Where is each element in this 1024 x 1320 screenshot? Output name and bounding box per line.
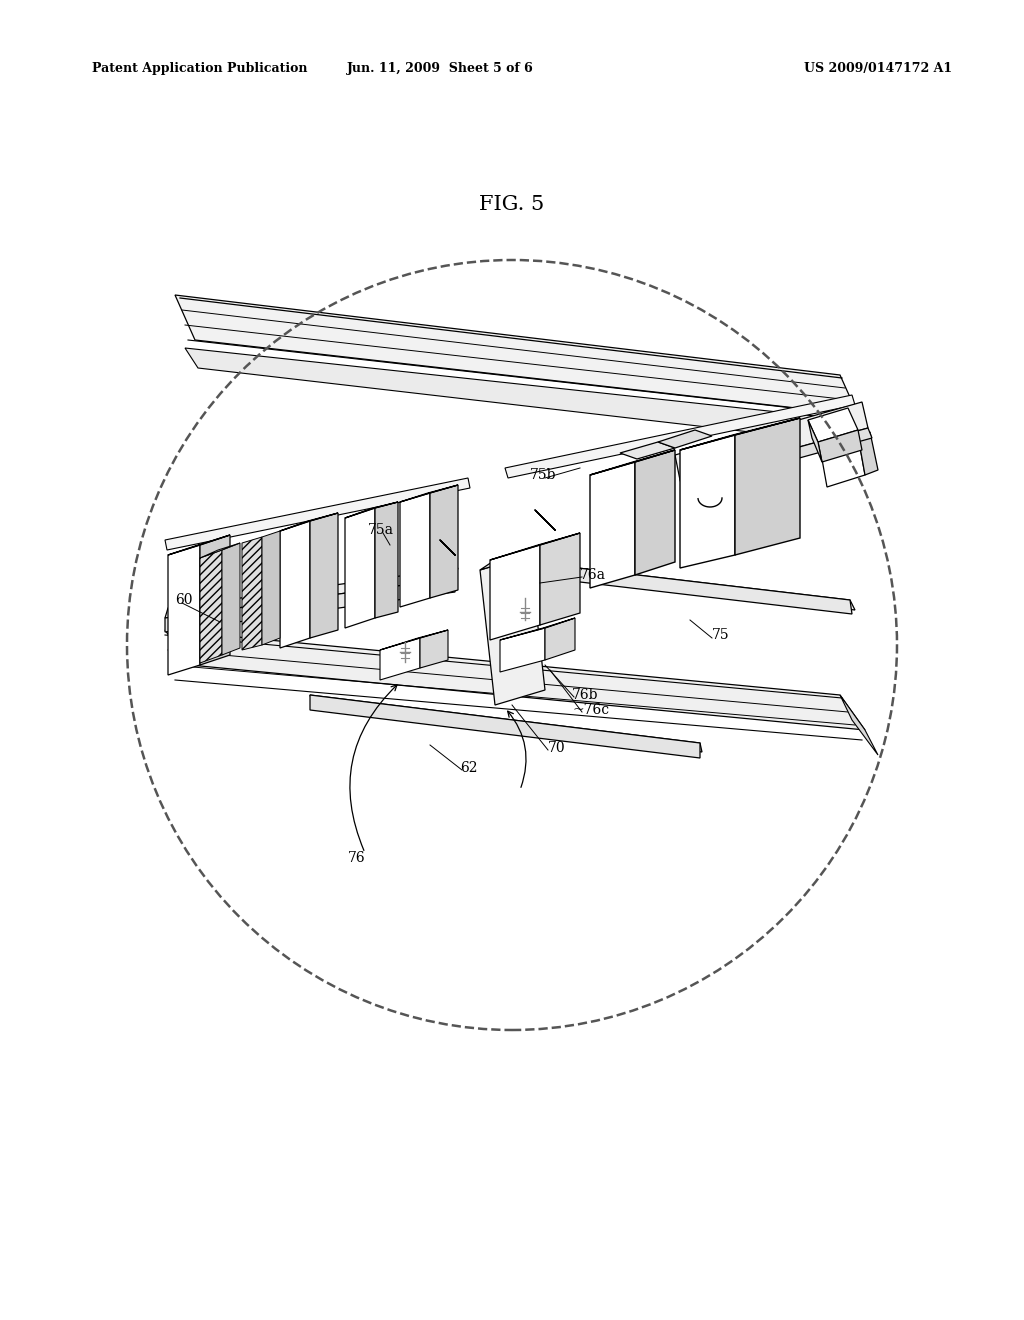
Polygon shape: [808, 408, 858, 442]
Polygon shape: [280, 521, 310, 648]
Polygon shape: [185, 348, 862, 445]
Polygon shape: [500, 628, 545, 672]
Polygon shape: [430, 484, 458, 598]
Polygon shape: [658, 430, 712, 447]
Polygon shape: [200, 550, 222, 663]
Text: 75a: 75a: [368, 523, 394, 537]
Text: 76b: 76b: [572, 688, 598, 702]
Polygon shape: [858, 432, 878, 475]
Text: FIG. 5: FIG. 5: [479, 195, 545, 214]
Polygon shape: [500, 618, 575, 640]
Polygon shape: [175, 294, 858, 414]
Polygon shape: [280, 513, 338, 531]
Polygon shape: [165, 478, 470, 550]
Polygon shape: [620, 442, 675, 459]
Polygon shape: [840, 696, 878, 755]
Polygon shape: [590, 462, 635, 587]
Text: Jun. 11, 2009  Sheet 5 of 6: Jun. 11, 2009 Sheet 5 of 6: [347, 62, 534, 75]
Polygon shape: [168, 545, 200, 675]
Polygon shape: [480, 554, 545, 705]
Polygon shape: [818, 430, 862, 462]
Polygon shape: [310, 513, 338, 638]
Polygon shape: [680, 436, 735, 568]
Polygon shape: [635, 450, 675, 576]
Polygon shape: [490, 545, 540, 640]
Polygon shape: [200, 535, 230, 665]
Polygon shape: [808, 420, 822, 462]
Polygon shape: [165, 578, 455, 632]
Polygon shape: [735, 418, 800, 554]
Polygon shape: [400, 484, 458, 502]
Polygon shape: [345, 502, 398, 517]
Polygon shape: [262, 531, 280, 645]
Polygon shape: [380, 638, 420, 680]
Polygon shape: [480, 545, 545, 570]
Polygon shape: [680, 418, 800, 450]
Polygon shape: [242, 537, 262, 649]
Text: 76: 76: [348, 851, 366, 865]
Text: 75: 75: [712, 628, 730, 642]
Text: 70: 70: [548, 741, 565, 755]
Polygon shape: [820, 436, 865, 487]
Text: 75b: 75b: [530, 469, 556, 482]
Polygon shape: [680, 428, 872, 490]
Polygon shape: [165, 568, 458, 618]
Text: US 2009/0147172 A1: US 2009/0147172 A1: [804, 62, 952, 75]
Text: 60: 60: [175, 593, 193, 607]
Polygon shape: [165, 630, 865, 730]
Polygon shape: [380, 630, 449, 649]
Polygon shape: [540, 533, 580, 624]
Text: Patent Application Publication: Patent Application Publication: [92, 62, 307, 75]
Text: 62: 62: [460, 762, 477, 775]
Polygon shape: [345, 508, 375, 628]
Polygon shape: [310, 696, 700, 758]
Polygon shape: [545, 618, 575, 660]
Polygon shape: [510, 560, 855, 610]
Polygon shape: [490, 533, 580, 560]
Polygon shape: [200, 543, 240, 558]
Polygon shape: [420, 630, 449, 668]
Polygon shape: [590, 450, 675, 475]
Polygon shape: [222, 543, 240, 655]
Polygon shape: [400, 492, 430, 607]
Polygon shape: [505, 395, 855, 478]
Polygon shape: [375, 502, 398, 618]
Polygon shape: [310, 696, 702, 752]
Text: 76a: 76a: [580, 568, 606, 582]
Polygon shape: [675, 403, 868, 480]
Polygon shape: [168, 535, 230, 554]
Text: ~76c: ~76c: [572, 704, 609, 717]
Polygon shape: [510, 560, 852, 614]
